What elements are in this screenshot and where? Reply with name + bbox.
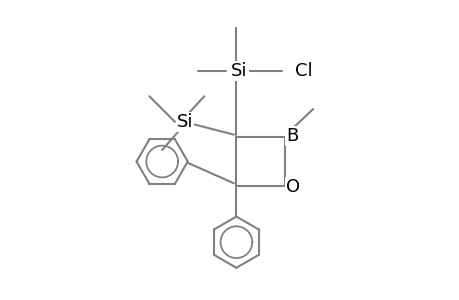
- Text: Si: Si: [231, 61, 247, 80]
- Text: Cl: Cl: [294, 61, 312, 80]
- Text: B: B: [285, 127, 297, 145]
- Text: Si: Si: [177, 113, 193, 131]
- Text: O: O: [285, 178, 300, 196]
